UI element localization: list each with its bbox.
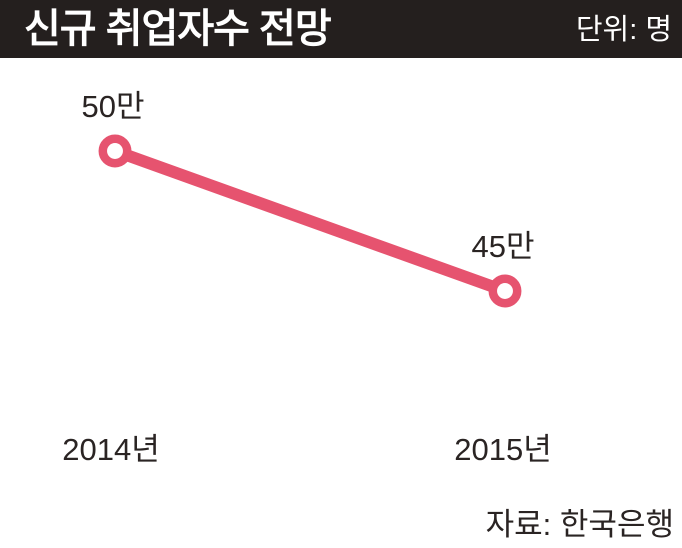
chart-title: 신규 취업자수 전망: [24, 7, 332, 51]
x-tick-label-2015: 2015년: [454, 432, 552, 467]
data-point-marker-2015: [488, 274, 522, 308]
data-point-marker-2014: [98, 134, 132, 168]
value-label-2015: 45만: [471, 229, 535, 264]
unit-label: 단위: 명: [575, 13, 672, 46]
title-bar: 신규 취업자수 전망 단위: 명: [0, 0, 682, 58]
source-label: 자료: 한국은행: [485, 507, 674, 542]
trend-line: [112, 145, 508, 297]
x-tick-label-2014: 2014년: [62, 432, 160, 467]
value-label-2014: 50만: [81, 89, 145, 124]
